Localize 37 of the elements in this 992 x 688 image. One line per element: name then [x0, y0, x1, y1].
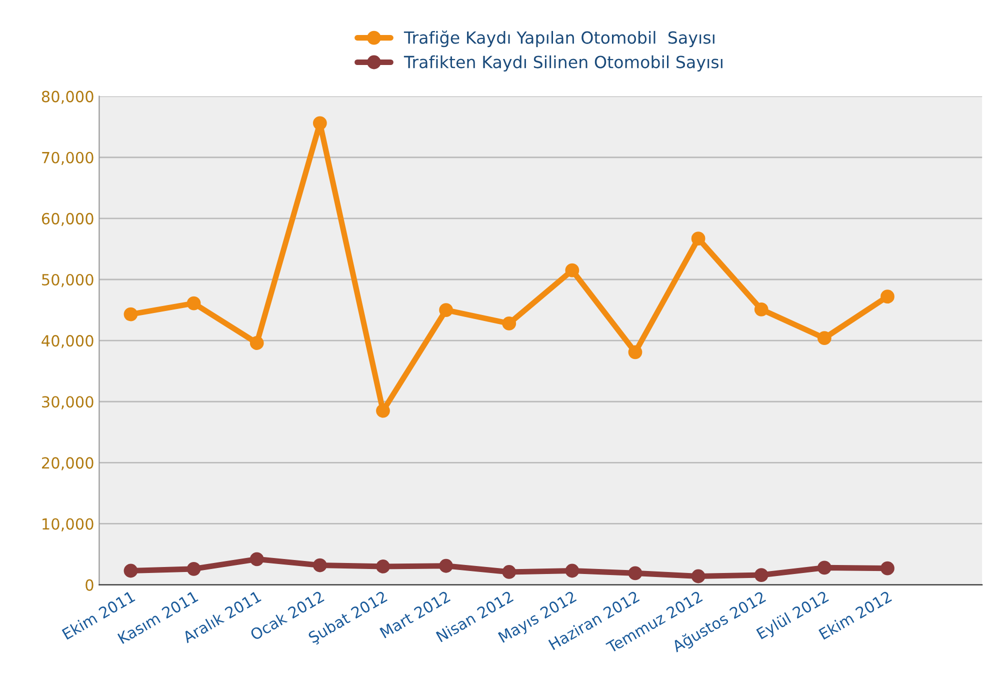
point	[250, 552, 264, 566]
y-tick-label: 40,000	[42, 335, 94, 348]
y-tick-label: 10,000	[42, 518, 94, 532]
point	[186, 296, 201, 310]
point	[186, 562, 201, 576]
y-tick-label: 30,000	[42, 396, 94, 410]
point	[691, 569, 706, 584]
point	[376, 404, 390, 418]
point	[817, 560, 832, 575]
y-tick-label: 50,000	[42, 274, 94, 288]
point	[880, 561, 894, 576]
point	[565, 564, 580, 578]
point	[565, 263, 580, 278]
point	[502, 565, 516, 579]
point	[880, 290, 894, 304]
legend-label: Trafikten Kaydı Silinen Otomobil Sayısı	[404, 55, 722, 72]
point	[124, 307, 138, 322]
point	[628, 345, 642, 360]
point	[754, 568, 768, 582]
point	[628, 566, 642, 580]
legend-label: Trafiğe Kaydı Yapılan Otomobil Sayısı	[404, 30, 714, 48]
point	[691, 232, 706, 246]
point	[439, 558, 453, 573]
point	[312, 558, 327, 572]
point	[312, 116, 327, 130]
y-tick-label: 70,000	[42, 152, 94, 165]
y-tick-label: 60,000	[42, 212, 94, 226]
point	[817, 331, 832, 346]
y-tick-label: 0	[86, 579, 94, 591]
point	[124, 564, 138, 578]
point	[439, 303, 453, 317]
point	[754, 302, 768, 316]
point	[250, 336, 264, 350]
y-tick-label: 20,000	[42, 457, 94, 470]
point	[502, 316, 516, 330]
y-tick-label: 80,000	[42, 90, 94, 104]
point	[376, 560, 390, 574]
